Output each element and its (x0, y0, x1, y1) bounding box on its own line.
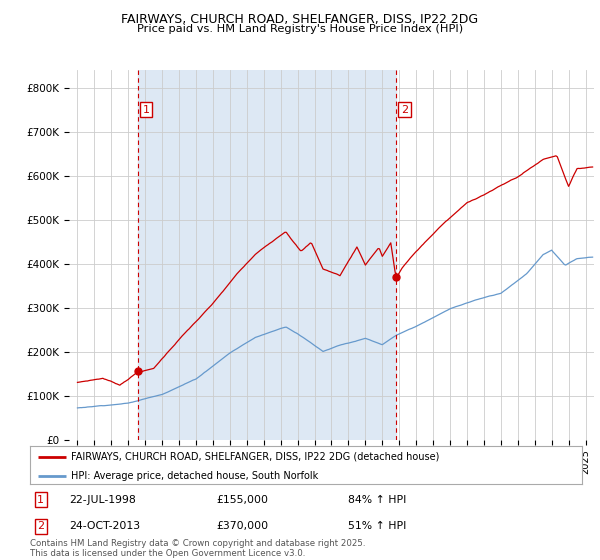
Text: 22-JUL-1998: 22-JUL-1998 (69, 494, 136, 505)
Text: 2: 2 (37, 521, 44, 531)
Bar (137, 70, 396, 440)
Text: Price paid vs. HM Land Registry's House Price Index (HPI): Price paid vs. HM Land Registry's House … (137, 24, 463, 34)
Text: FAIRWAYS, CHURCH ROAD, SHELFANGER, DISS, IP22 2DG: FAIRWAYS, CHURCH ROAD, SHELFANGER, DISS,… (121, 13, 479, 26)
Text: 24-OCT-2013: 24-OCT-2013 (69, 521, 140, 531)
Text: 1: 1 (37, 494, 44, 505)
Text: HPI: Average price, detached house, South Norfolk: HPI: Average price, detached house, Sout… (71, 471, 319, 481)
Text: 51% ↑ HPI: 51% ↑ HPI (348, 521, 406, 531)
Text: 84% ↑ HPI: 84% ↑ HPI (348, 494, 406, 505)
Text: £370,000: £370,000 (216, 521, 268, 531)
Text: 1: 1 (143, 105, 149, 115)
Text: £155,000: £155,000 (216, 494, 268, 505)
Text: 2: 2 (401, 105, 408, 115)
Text: FAIRWAYS, CHURCH ROAD, SHELFANGER, DISS, IP22 2DG (detached house): FAIRWAYS, CHURCH ROAD, SHELFANGER, DISS,… (71, 452, 440, 462)
Text: Contains HM Land Registry data © Crown copyright and database right 2025.
This d: Contains HM Land Registry data © Crown c… (30, 539, 365, 558)
